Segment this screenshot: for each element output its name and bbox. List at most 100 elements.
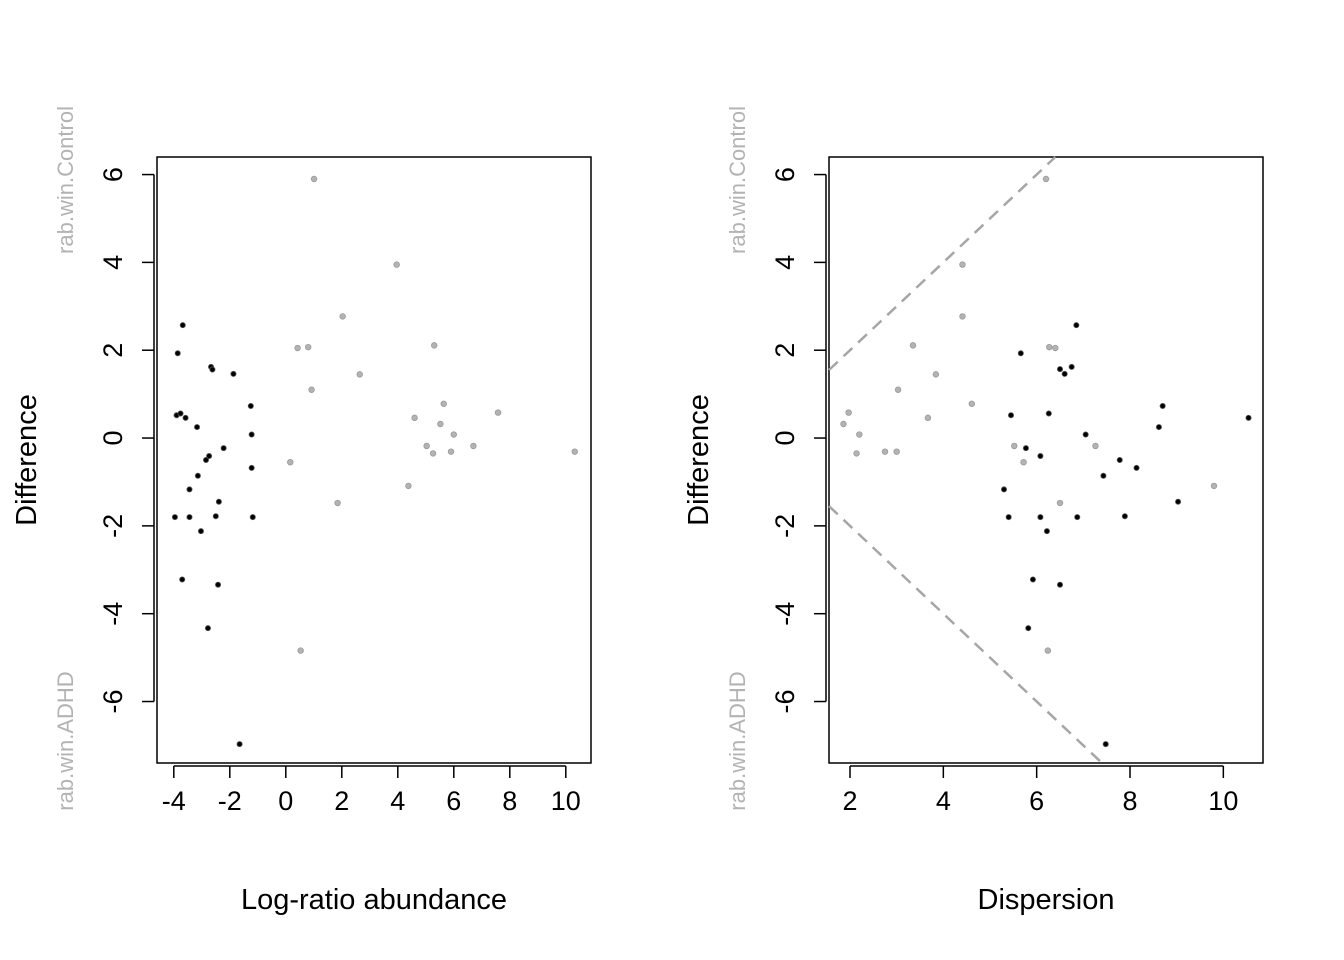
abundance-nonsignificant-point [437,420,444,428]
dispersion-significant-point [1121,513,1128,520]
abundance-significant-point [248,431,255,438]
dispersion-x-tick-label: 2 [842,786,857,816]
dispersion-significant-point [1155,424,1162,431]
abundance-x-tick-label: -4 [162,786,186,816]
abundance-top-group-label: rab.win.Control [53,106,78,254]
dispersion-top-group-label: rab.win.Control [725,106,750,254]
abundance-nonsignificant-point [440,400,447,407]
abundance-nonsignificant-point [450,431,457,438]
dispersion-nonsignificant-point [1011,442,1018,450]
dispersion-significant-point [1043,528,1050,535]
dispersion-significant-point [1068,363,1075,370]
dispersion-x-tick-label: 10 [1208,786,1238,816]
abundance-x-tick-label: 10 [551,786,581,816]
dispersion-bottom-group-label: rab.win.ADHD [725,671,750,810]
dispersion-significant-point [1102,741,1109,748]
abundance-significant-point [177,410,184,417]
dispersion-y-tick-label: 6 [770,167,800,182]
abundance-significant-point [212,513,219,520]
dispersion-significant-point [1073,322,1080,329]
abundance-nonsignificant-point [423,442,430,450]
abundance-x-tick-label: 4 [390,786,405,816]
dispersion-significant-point [1025,625,1032,632]
dispersion-y-axis-title: Difference [683,394,715,526]
dispersion-nonsignificant-point [1044,647,1052,654]
dispersion-nonsignificant-point [1210,482,1218,490]
dispersion-nonsignificant-point [959,261,966,268]
abundance-nonsignificant-point [339,313,346,320]
abundance-y-tick-label: 2 [98,343,128,358]
abundance-nonsignificant-point [294,344,301,352]
abundance-x-axis: -4 -2 0 2 4 6 8 10 [162,765,581,816]
dispersion-significant-point [1116,456,1123,463]
abundance-significant-point [215,498,222,505]
abundance-nonsignificant-point [429,450,437,457]
abundance-nonsignificant-point [310,175,318,183]
dispersion-nonsignificant-point [893,448,900,455]
abundance-points [171,175,578,748]
dispersion-cutoff-line-2 [828,505,1103,764]
dispersion-nonsignificant-point [881,448,889,455]
abundance-nonsignificant-point [334,499,341,507]
abundance-nonsignificant-point [308,386,315,393]
abundance-y-tick-label: 6 [98,167,128,182]
dispersion-y-tick-label: 4 [770,255,800,270]
abundance-nonsignificant-point [356,371,363,378]
abundance-significant-point [206,453,213,460]
dispersion-x-tick-label: 8 [1122,786,1137,816]
abundance-plot-frame [156,156,592,764]
abundance-panel: -4 -2 0 2 4 6 8 10 -6 -4 -2 0 2 4 6 Log-ratio abundan… [11,106,592,916]
dispersion-cutoff-lines [828,156,1103,764]
dispersion-y-tick-label: -4 [770,602,800,626]
dispersion-nonsignificant-point [894,386,902,393]
abundance-y-tick-label: -2 [98,514,128,538]
dispersion-significant-point [1057,581,1064,588]
dispersion-significant-point [1045,410,1052,417]
dispersion-nonsignificant-point [1020,458,1027,466]
abundance-significant-point [179,322,186,329]
dispersion-significant-point [1037,514,1044,521]
dispersion-significant-point [1245,414,1252,421]
dispersion-nonsignificant-point [1056,499,1064,507]
dispersion-significant-point [1100,472,1107,479]
dispersion-y-tick-label: -6 [770,690,800,714]
abundance-x-tick-label: -2 [218,786,242,816]
abundance-significant-point [174,350,181,357]
dispersion-cutoff-line-1 [828,156,1057,371]
abundance-y-axis-title: Difference [11,394,43,526]
dispersion-points [840,175,1252,748]
dispersion-nonsignificant-point [1042,175,1050,183]
abundance-x-axis-title: Log-ratio abundance [241,884,507,916]
abundance-nonsignificant-point [305,343,312,351]
abundance-x-tick-label: 2 [334,786,349,816]
dispersion-nonsignificant-point [1092,442,1099,450]
dispersion-significant-point [1175,498,1182,505]
abundance-significant-point [186,514,193,521]
abundance-significant-point [186,486,193,493]
dispersion-x-tick-label: 6 [1029,786,1044,816]
abundance-significant-point [179,576,186,583]
dispersion-significant-point [1017,350,1024,357]
abundance-significant-point [194,472,201,479]
abundance-y-tick-label: -4 [98,602,128,626]
abundance-nonsignificant-point [297,647,304,654]
dispersion-significant-point [1008,412,1015,419]
abundance-y-tick-label: 4 [98,255,128,270]
dispersion-significant-point [1082,431,1089,438]
dispersion-nonsignificant-point [909,342,917,349]
dispersion-nonsignificant-point [1046,343,1053,351]
abundance-significant-point [197,528,204,535]
dispersion-nonsignificant-point [1052,344,1059,352]
abundance-significant-point [248,464,255,471]
abundance-nonsignificant-point [431,342,438,349]
dispersion-significant-point [1074,514,1081,521]
dispersion-nonsignificant-point [959,313,966,320]
dispersion-significant-point [1029,576,1036,583]
dispersion-x-tick-label: 4 [936,786,951,816]
abundance-nonsignificant-point [287,458,294,466]
abundance-significant-point [236,741,243,748]
dispersion-y-axis: -6 -4 -2 0 2 4 6 [770,167,827,714]
